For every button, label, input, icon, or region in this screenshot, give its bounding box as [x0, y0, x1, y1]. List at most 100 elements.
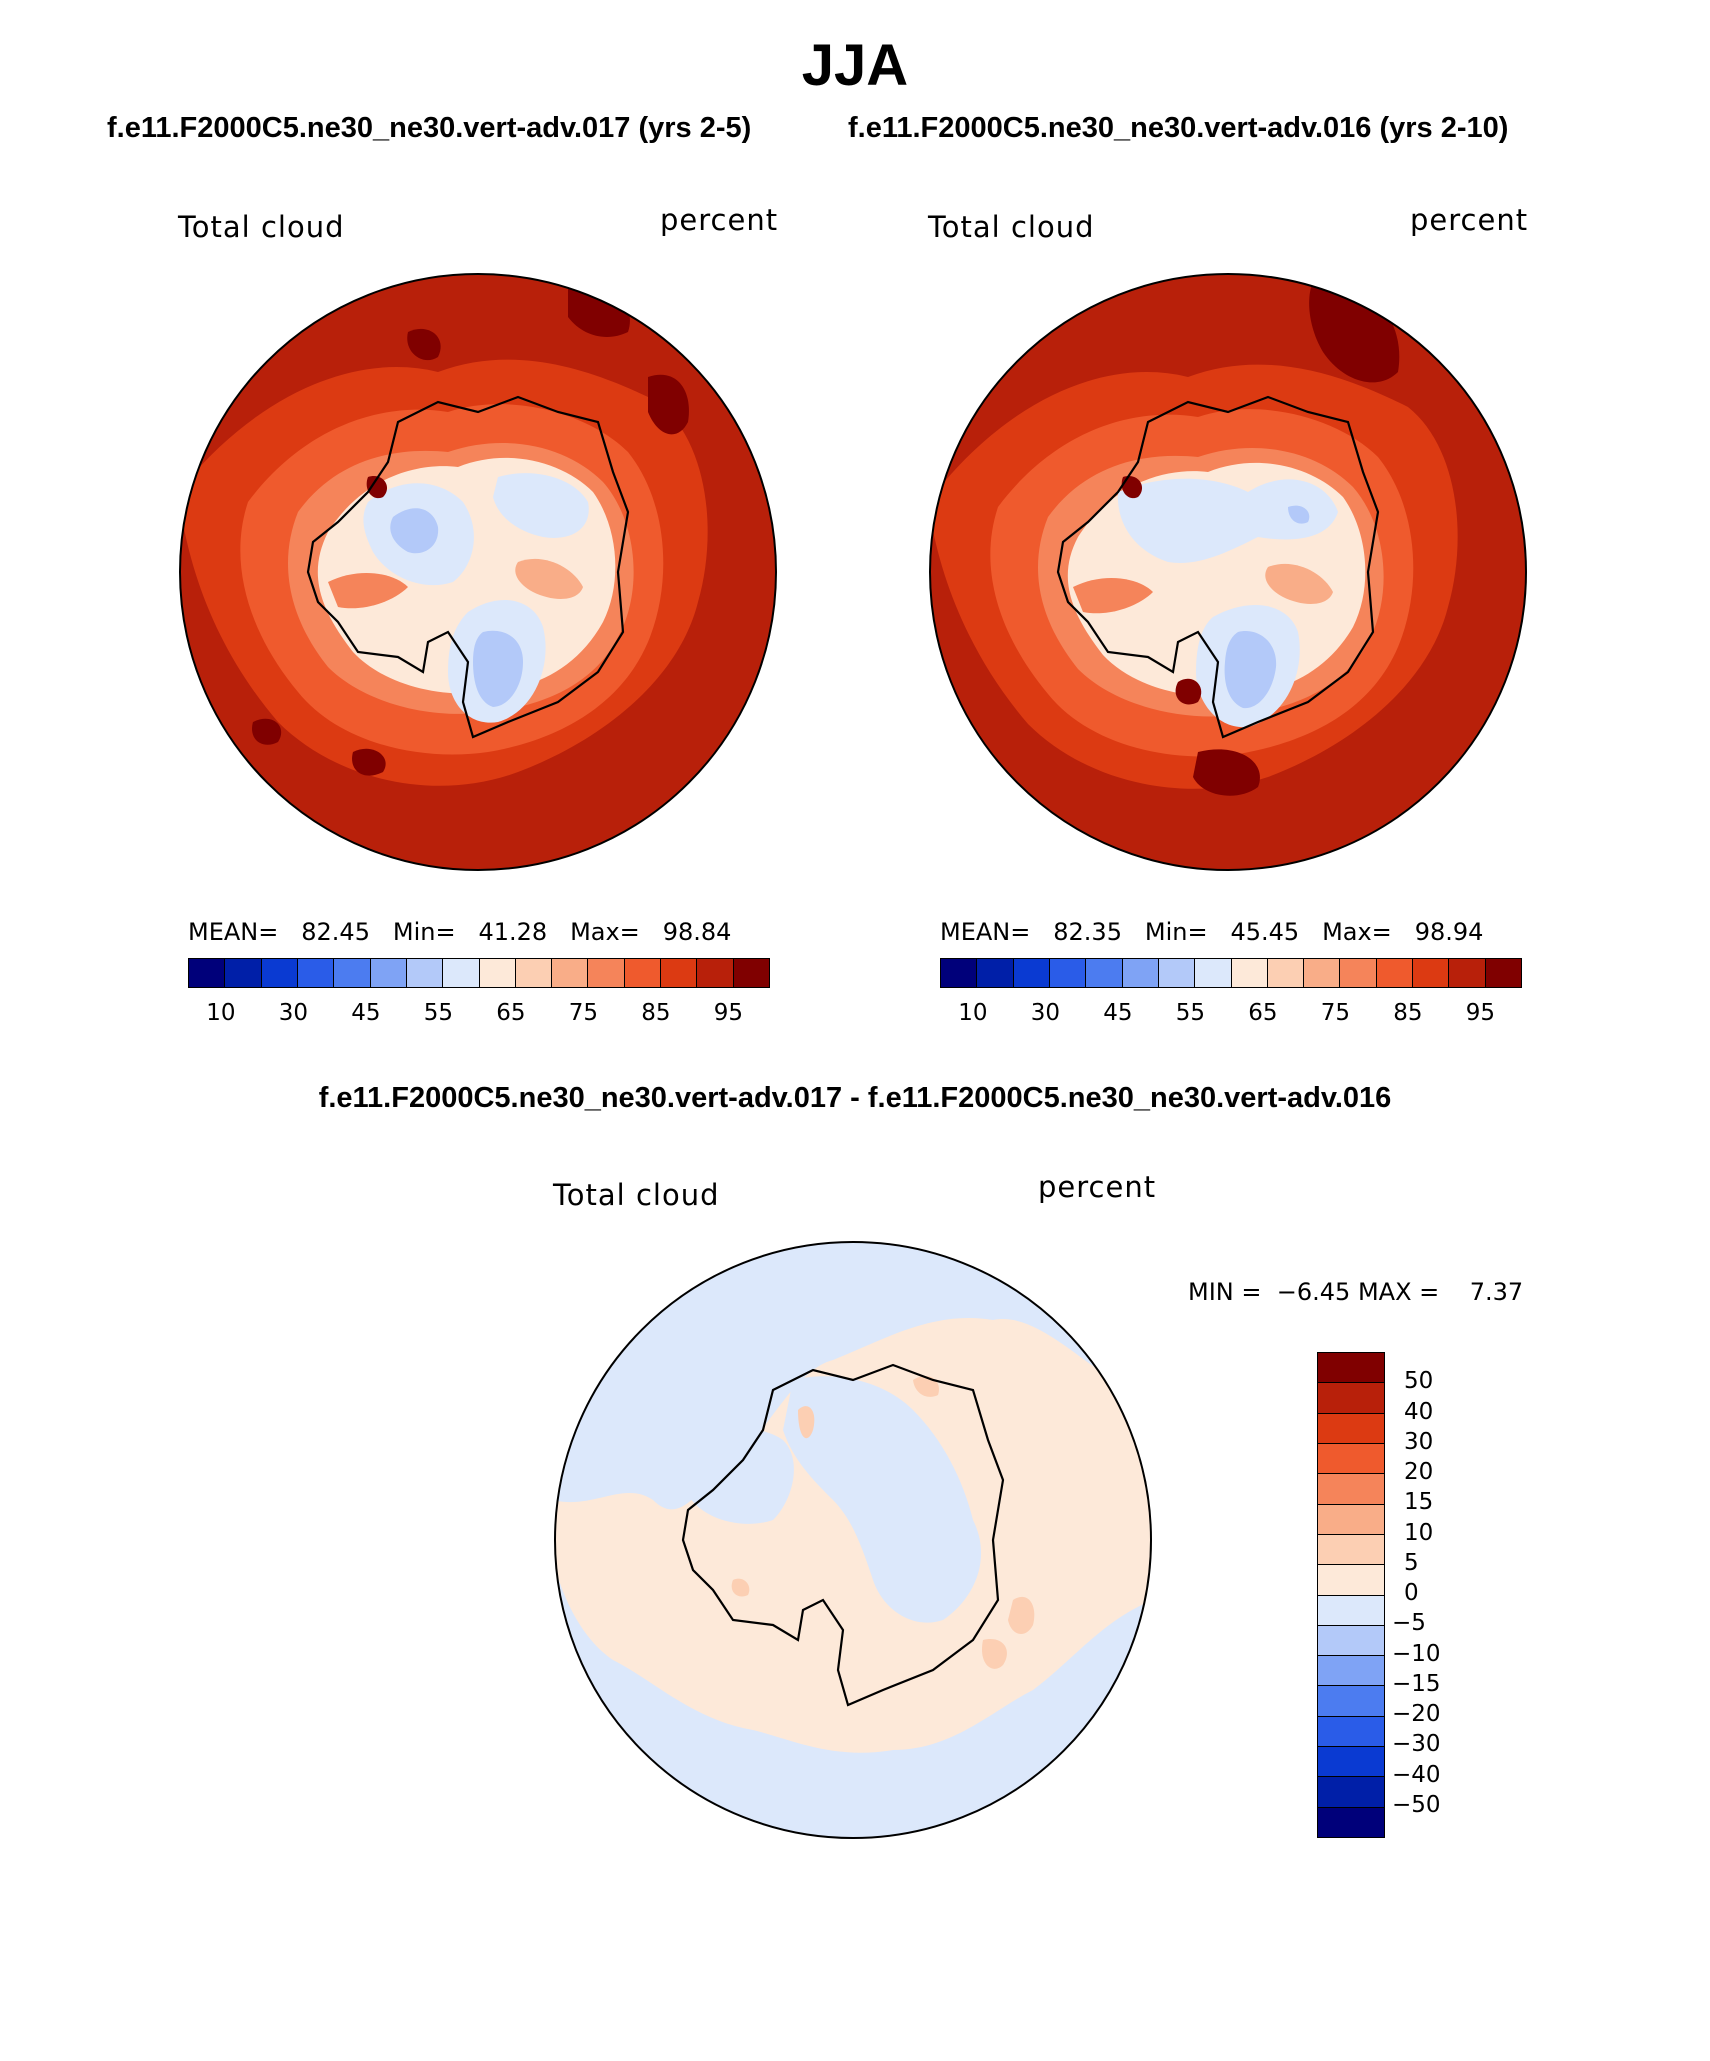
panel1-stats: MEAN= 82.45 Min= 41.28 Max= 98.84 [188, 918, 732, 946]
colorbar-tick-label: −15 [1392, 1670, 1441, 1697]
difference-colorbar [1317, 1352, 1385, 1838]
panel1-variable-label: Total cloud [178, 210, 345, 244]
antarctica-coastline [306, 395, 630, 739]
colorbar-swatch [1318, 1353, 1384, 1384]
panel2-units-label: percent [1410, 203, 1529, 237]
difference-subtitle: f.e11.F2000C5.ne30_ne30.vert-adv.017 - f… [318, 1082, 1392, 1114]
colorbar-tick-label: 10 [958, 1000, 988, 1026]
panel1-colorbar [188, 958, 770, 988]
colorbar-tick-label: 40 [1404, 1398, 1434, 1425]
colorbar-swatch [1318, 1504, 1384, 1535]
colorbar-swatch [1318, 1656, 1384, 1687]
panel2-variable-label: Total cloud [928, 210, 1095, 244]
colorbar-tick-label: 50 [1404, 1368, 1434, 1395]
colorbar-tick-label: 85 [641, 1000, 671, 1026]
colorbar-tick-label: 45 [1103, 1000, 1133, 1026]
colorbar-swatch [261, 959, 298, 987]
diff-minmax: MIN = −6.45 MAX = 7.37 [1188, 1278, 1524, 1306]
colorbar-swatch [1376, 959, 1414, 987]
colorbar-tick-label: 0 [1404, 1580, 1419, 1606]
colorbar-tick-label: 55 [1175, 1000, 1206, 1026]
colorbar-swatch [1267, 959, 1305, 987]
colorbar-swatch [1195, 959, 1232, 987]
antarctica-coastline [1056, 395, 1380, 739]
colorbar-swatch [1318, 1474, 1384, 1505]
colorbar-swatch [1318, 1807, 1384, 1837]
colorbar-swatch [1413, 959, 1450, 987]
colorbar-swatch [1013, 959, 1050, 987]
colorbar-swatch [1318, 1383, 1384, 1414]
colorbar-tick-label: −50 [1392, 1791, 1441, 1818]
diff-variable-label: Total cloud [553, 1178, 720, 1212]
colorbar-swatch [1049, 959, 1087, 987]
colorbar-swatch [1318, 1595, 1384, 1626]
colorbar-tick-label: −30 [1392, 1731, 1441, 1758]
colorbar-tick-label: 55 [423, 1000, 454, 1026]
colorbar-swatch [406, 959, 444, 987]
colorbar-tick-label: 30 [1404, 1428, 1434, 1455]
map-boundary [929, 273, 1527, 871]
colorbar-tick-label: 65 [496, 1000, 526, 1026]
colorbar-swatch [1318, 1716, 1384, 1748]
right-case-subtitle: f.e11.F2000C5.ne30_ne30.vert-adv.016 (yr… [848, 112, 1509, 144]
colorbar-tick-label: 95 [1465, 1000, 1496, 1026]
colorbar-tick-label: 45 [351, 1000, 381, 1026]
colorbar-swatch [1318, 1413, 1384, 1444]
colorbar-tick-label: −40 [1392, 1761, 1441, 1788]
colorbar-swatch [1318, 1747, 1384, 1778]
panel2-colorbar [940, 958, 1522, 988]
map-boundary [554, 1241, 1152, 1839]
colorbar-swatch [297, 959, 335, 987]
colorbar-swatch [189, 959, 226, 987]
colorbar-swatch [225, 959, 262, 987]
colorbar-swatch [1485, 959, 1521, 987]
panel2-polar-map [929, 273, 1527, 871]
colorbar-swatch [370, 959, 407, 987]
colorbar-swatch [1158, 959, 1196, 987]
colorbar-swatch [697, 959, 734, 987]
colorbar-swatch [479, 959, 516, 987]
panel1-polar-map [179, 273, 777, 871]
colorbar-swatch [1304, 959, 1341, 987]
colorbar-swatch [1318, 1625, 1384, 1657]
colorbar-swatch [1318, 1777, 1384, 1808]
diff-units-label: percent [1038, 1170, 1157, 1204]
colorbar-tick-label: 75 [568, 1000, 599, 1026]
colorbar-swatch [1231, 959, 1268, 987]
panel2-stats: MEAN= 82.35 Min= 45.45 Max= 98.94 [940, 918, 1484, 946]
colorbar-swatch [1086, 959, 1123, 987]
colorbar-tick-label: 10 [206, 1000, 236, 1026]
colorbar-tick-label: 30 [278, 1000, 309, 1026]
colorbar-swatch [588, 959, 625, 987]
panel1-colorbar-ticks: 10 30 45 55 65 75 85 95 [188, 1000, 768, 1030]
colorbar-tick-label: 30 [1030, 1000, 1061, 1026]
colorbar-tick-label: 65 [1248, 1000, 1278, 1026]
colorbar-swatch [1318, 1686, 1384, 1717]
colorbar-tick-label: −20 [1392, 1701, 1441, 1727]
colorbar-swatch [1318, 1534, 1384, 1566]
colorbar-tick-label: 95 [713, 1000, 744, 1026]
panel1-units-label: percent [660, 203, 779, 237]
colorbar-tick-label: 20 [1404, 1459, 1434, 1485]
colorbar-swatch [1449, 959, 1486, 987]
difference-polar-map [554, 1241, 1152, 1839]
colorbar-tick-label: 10 [1404, 1519, 1434, 1546]
colorbar-swatch [977, 959, 1014, 987]
colorbar-swatch [1122, 959, 1159, 987]
colorbar-swatch [1318, 1565, 1384, 1596]
map-boundary [179, 273, 777, 871]
left-case-subtitle: f.e11.F2000C5.ne30_ne30.vert-adv.017 (yr… [107, 112, 752, 144]
antarctica-coastline [681, 1363, 1005, 1707]
colorbar-swatch [443, 959, 480, 987]
colorbar-tick-label: 15 [1404, 1489, 1434, 1516]
colorbar-tick-label: 75 [1320, 1000, 1351, 1026]
colorbar-tick-label: 5 [1404, 1549, 1419, 1576]
colorbar-swatch [515, 959, 553, 987]
plot-title: JJA [801, 33, 909, 98]
colorbar-swatch [552, 959, 589, 987]
panel2-colorbar-ticks: 10 30 45 55 65 75 85 95 [940, 1000, 1520, 1030]
colorbar-swatch [661, 959, 698, 987]
difference-colorbar-ticks: 50 40 30 20 15 10 5 0 −5 −10 −15 −20 −30 −40 −50 [1392, 1352, 1472, 1836]
colorbar-tick-label: −5 [1392, 1610, 1426, 1637]
colorbar-swatch [624, 959, 662, 987]
